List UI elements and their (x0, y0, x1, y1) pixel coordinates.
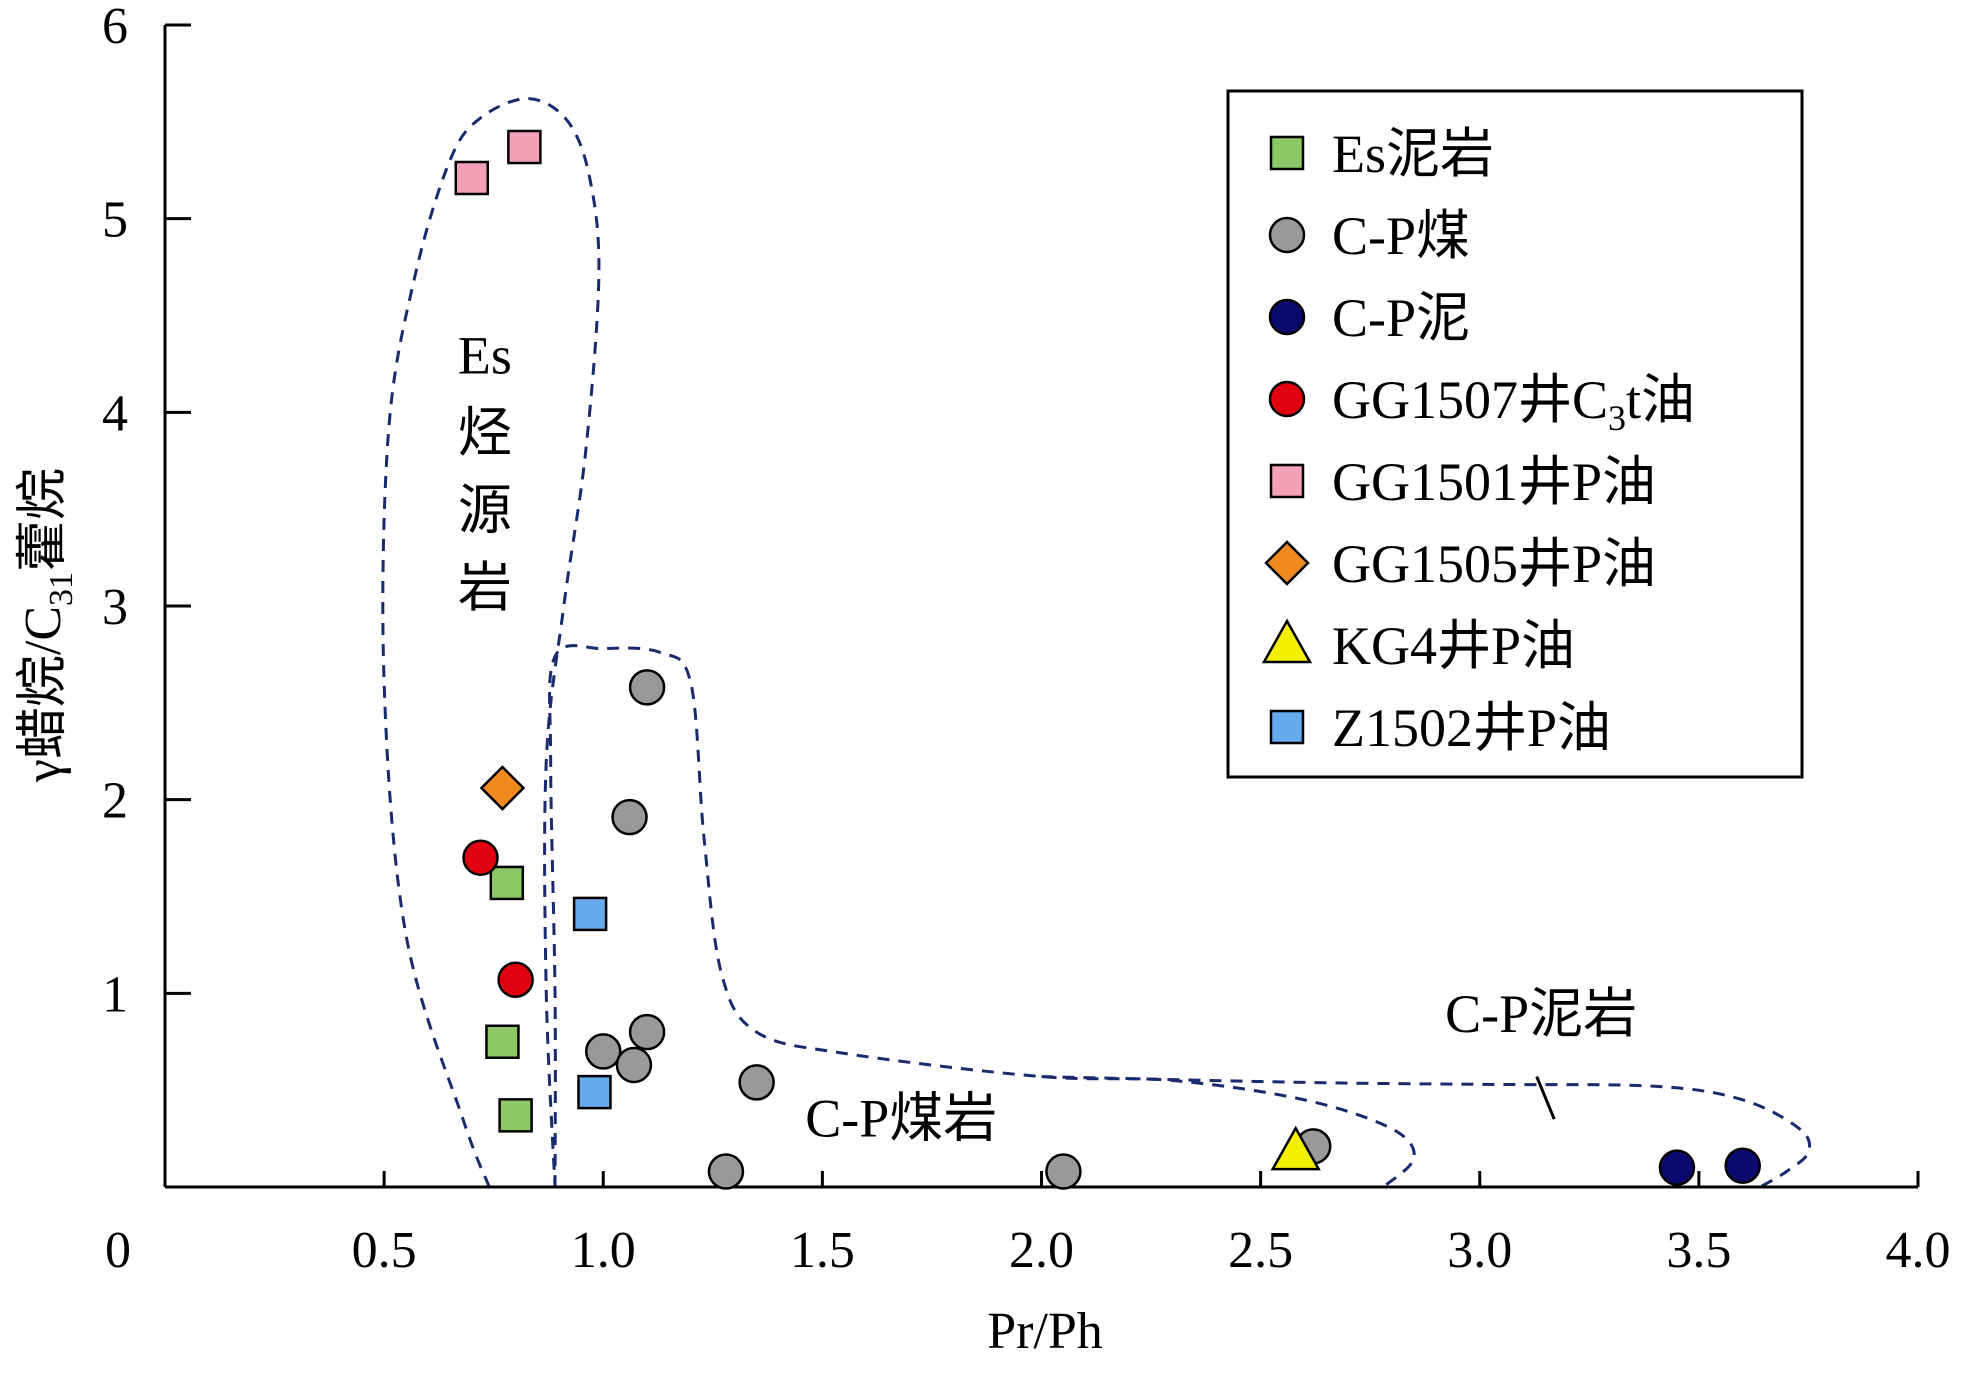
x-tick-label: 0.5 (352, 1222, 417, 1279)
legend-marker-6 (1264, 540, 1310, 586)
x-tick-label: 1.0 (571, 1222, 636, 1279)
x-tick-label: 1.5 (790, 1222, 855, 1279)
region-divider (1535, 1076, 1556, 1120)
data-point-series-3 (1724, 1147, 1761, 1184)
legend-marker-5 (1269, 463, 1305, 499)
y-axis-label: γ蜡烷/C31藿烷 (15, 468, 80, 783)
data-point-series-5 (454, 160, 490, 196)
legend-label-1: Es泥岩 (1332, 124, 1494, 184)
legend-label-5: GG1501井P油 (1332, 452, 1656, 512)
data-point-series-1 (485, 1024, 520, 1059)
data-point-series-8 (577, 1074, 612, 1110)
legend-marker-1 (1269, 135, 1305, 171)
chart-annotations: Es 烃源岩 C-P煤岩 C-P泥岩 (458, 326, 1637, 1149)
x-tick-label: 4.0 (1886, 1222, 1951, 1279)
data-point-series-3 (1658, 1149, 1696, 1186)
data-point-series-2 (628, 669, 666, 706)
annotation-6: C-P泥岩 (1445, 984, 1637, 1044)
data-point-series-8 (572, 896, 608, 932)
legend-label-7: KG4井P油 (1332, 616, 1575, 676)
annotation-1: Es (458, 326, 512, 386)
data-point-series-2 (585, 1033, 622, 1070)
y-tick-label: 6 (102, 0, 128, 55)
data-point-series-7 (1270, 1125, 1321, 1171)
x-axis-label: Pr/Ph (987, 1303, 1103, 1360)
legend-box (1226, 89, 1804, 779)
data-point-series-2 (615, 1046, 653, 1084)
annotation-2: 烃 (458, 403, 512, 463)
region-outlines (381, 97, 1812, 1189)
data-point-series-2 (611, 798, 648, 836)
annotation-3: 源 (458, 481, 512, 541)
legend-label-3: C-P泥 (1332, 288, 1470, 348)
data-point-series-1 (498, 1098, 533, 1133)
legend-label-8: Z1502井P油 (1332, 698, 1611, 758)
legend-marker-4 (1268, 380, 1306, 418)
legend-marker-7 (1261, 618, 1313, 664)
legend-marker-3 (1268, 298, 1306, 336)
data-point-series-4 (497, 961, 534, 999)
data-point-series-2 (738, 1064, 775, 1101)
y-tick-label: 5 (102, 192, 128, 249)
x-tick-label: 3.0 (1447, 1222, 1512, 1279)
data-point-series-5 (507, 129, 542, 165)
legend-label-6: GG1505井P油 (1332, 534, 1656, 594)
y-tick-label: 4 (102, 385, 128, 442)
region-outline-3 (1041, 1075, 1812, 1189)
data-point-series-2 (707, 1153, 745, 1190)
y-tick-label: 3 (102, 579, 128, 636)
x-tick-label: 2.0 (1009, 1222, 1074, 1279)
x-tick-label: 3.5 (1666, 1222, 1731, 1279)
legend-marker-2 (1268, 216, 1306, 254)
y-tick-label: 1 (102, 966, 128, 1023)
annotation-5: C-P煤岩 (805, 1089, 997, 1149)
data-point-series-4 (462, 839, 499, 877)
legend-label-2: C-P煤 (1332, 206, 1470, 266)
x-tick-label: 0 (105, 1222, 131, 1279)
data-point-series-2 (1045, 1153, 1082, 1190)
legend-label-4: GG1507井C3t油 (1332, 370, 1695, 438)
region-outline-2 (548, 644, 1416, 1189)
y-tick-label: 2 (102, 773, 128, 830)
legend: Es泥岩 C-P煤 C-P泥 GG1507井C3t油 GG1501井P油 GG1505井P… (1226, 89, 1804, 779)
annotation-4: 岩 (458, 558, 512, 618)
data-points (454, 129, 1761, 1190)
region-outline-1 (381, 97, 601, 1188)
x-tick-label: 2.5 (1228, 1222, 1293, 1279)
legend-marker-8 (1269, 709, 1305, 745)
axes: 0 0.5 1.0 1.5 2.0 2.5 3.0 3.5 4.0 1 2 3 4 5 6 (102, 0, 1951, 1279)
data-point-series-2 (628, 1013, 666, 1051)
data-point-series-1 (489, 865, 525, 901)
data-point-series-6 (479, 765, 526, 811)
